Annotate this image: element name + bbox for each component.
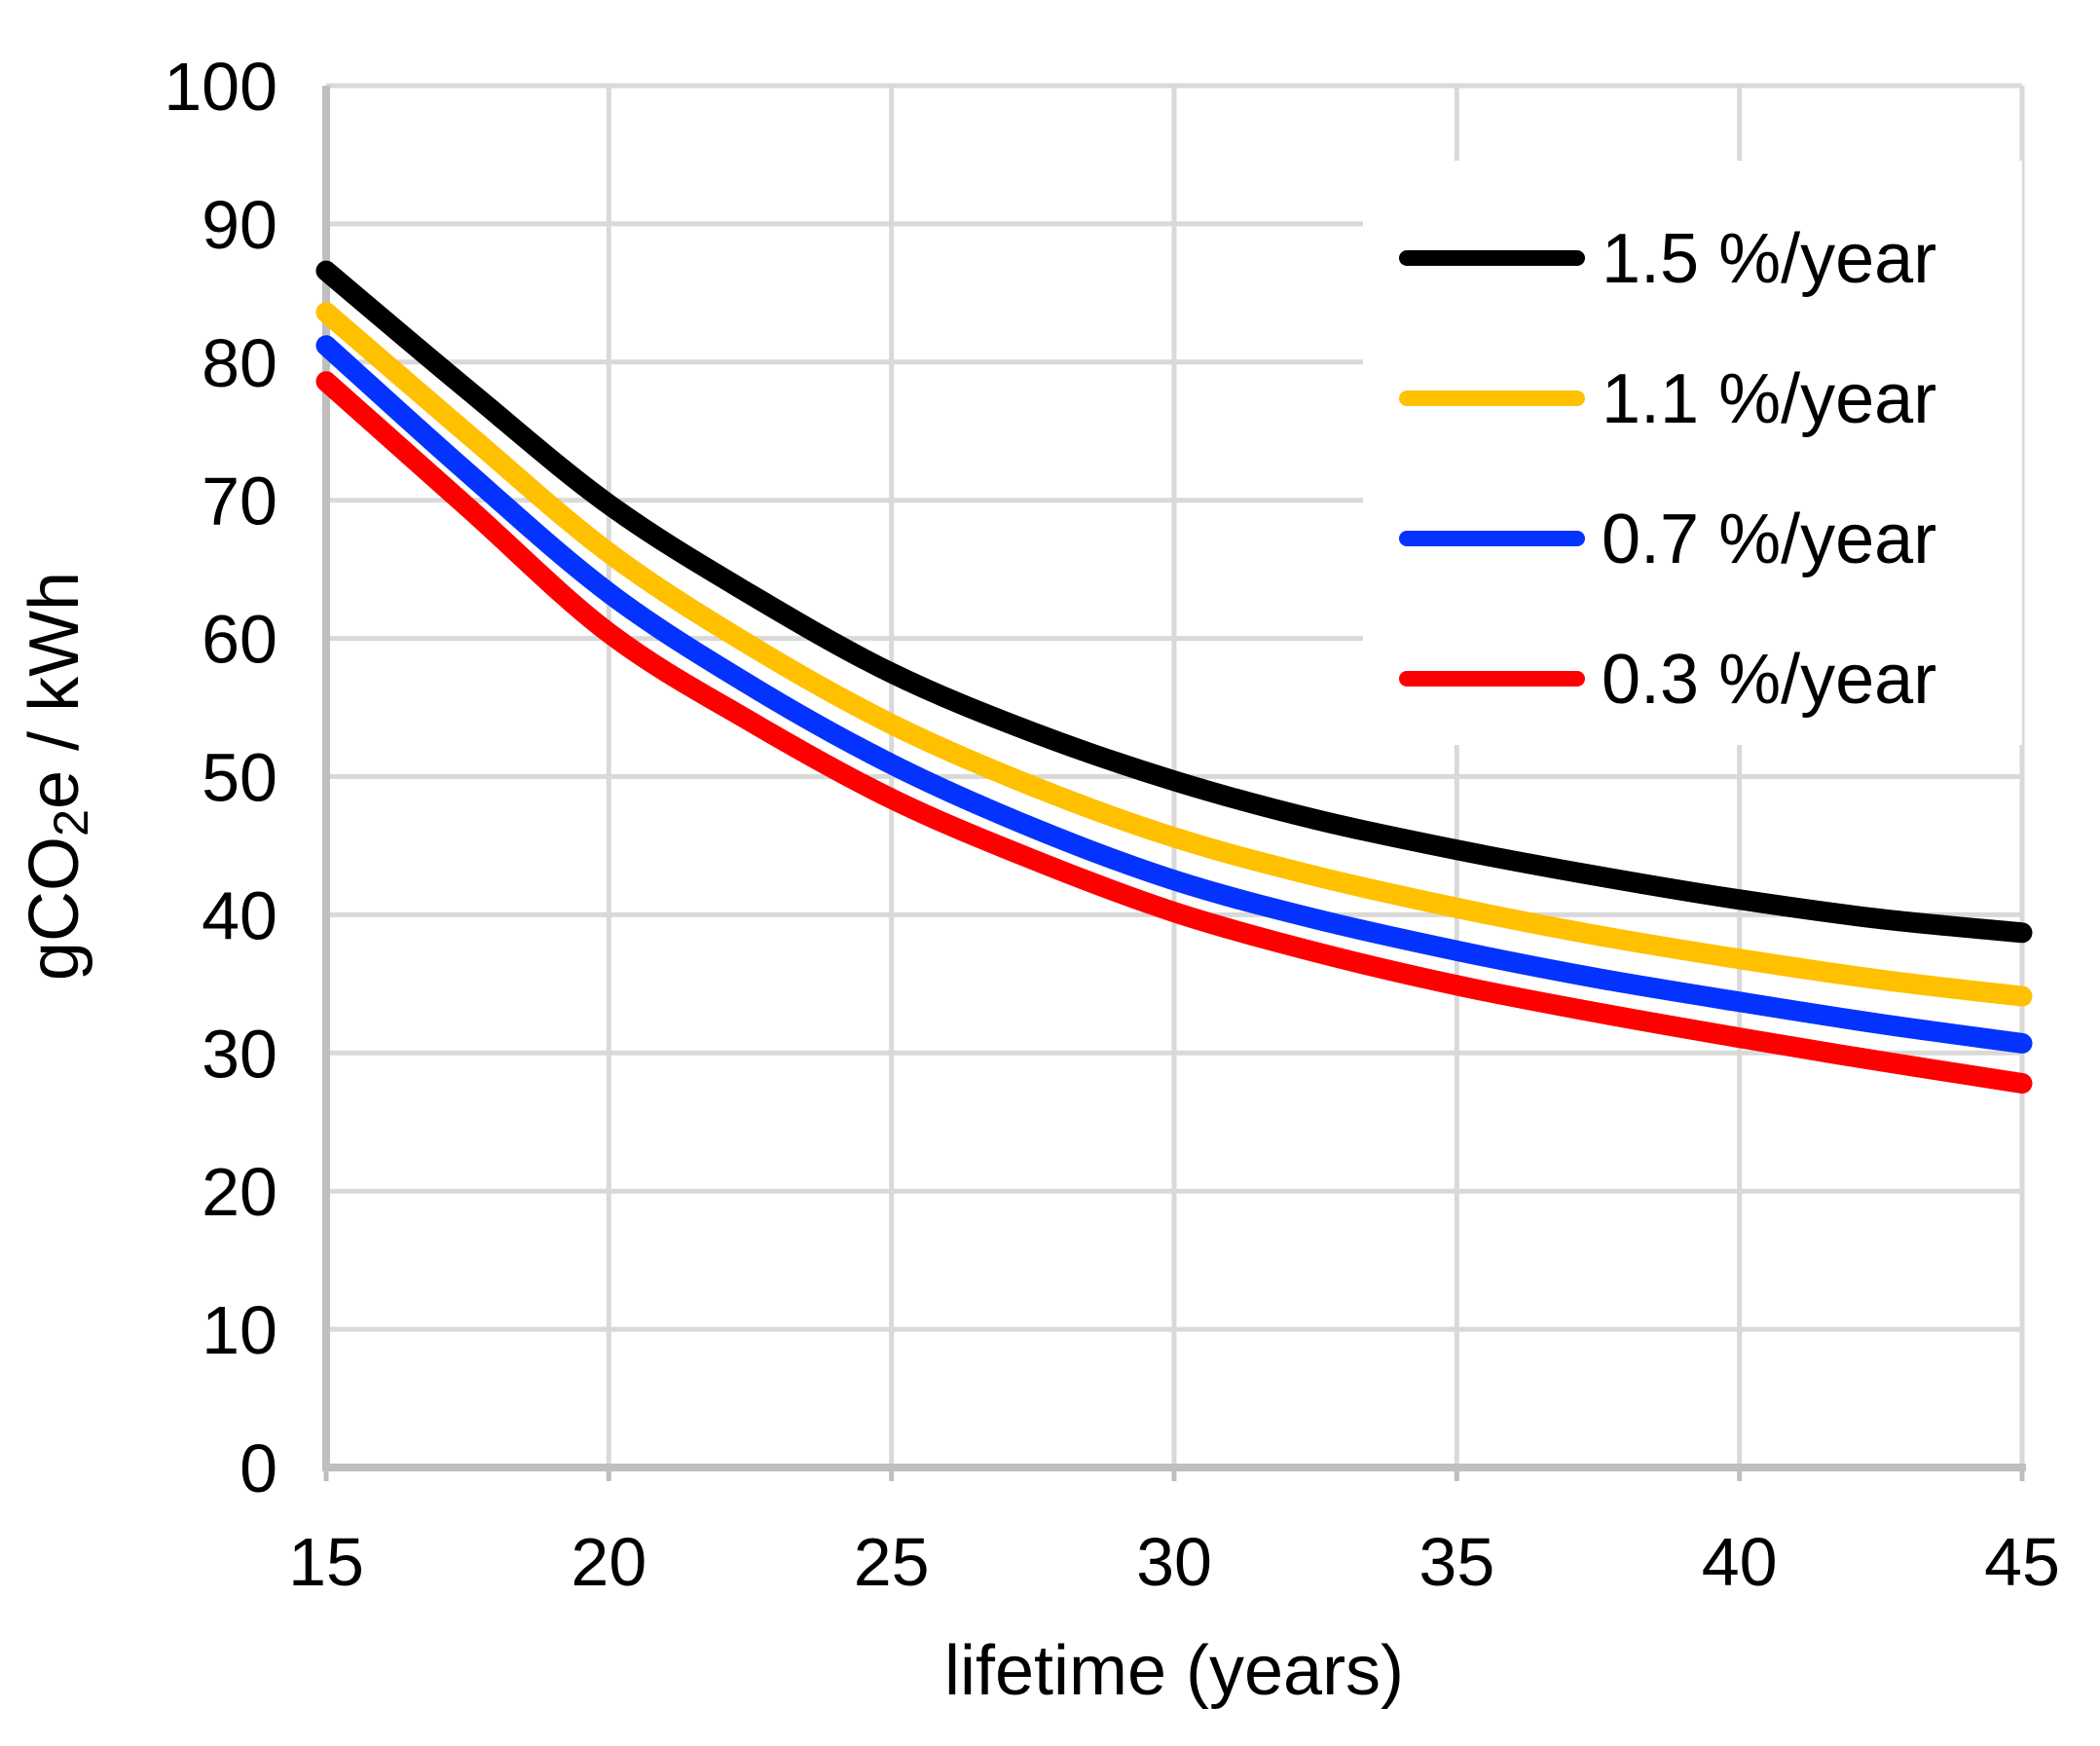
y-tick-label-90: 90	[202, 187, 277, 263]
y-tick-label-40: 40	[202, 877, 277, 953]
legend-label-3: 0.3 %/year	[1602, 641, 1936, 719]
y-axis-title-suffix: e / kWh	[16, 572, 93, 809]
x-tick-label-35: 35	[1418, 1524, 1494, 1600]
y-axis-title: gCO2e / kWh	[16, 572, 98, 981]
series-lines	[315, 260, 2033, 1094]
legend-label-0: 1.5 %/year	[1602, 220, 1936, 298]
x-tick-label-25: 25	[854, 1524, 930, 1600]
legend-entry-2: 0.7 %/year	[1399, 501, 1936, 578]
legend-entry-0: 1.5 %/year	[1399, 220, 1936, 298]
legend: 1.5 %/year 1.1 %/year 0.7 %/year 0.3 %/year	[1363, 161, 2022, 745]
x-tick-label-20: 20	[571, 1524, 646, 1600]
legend-entry-1: 1.1 %/year	[1399, 360, 1936, 438]
series-line-3-0.3	[315, 371, 2033, 1094]
y-tick-label-80: 80	[202, 325, 277, 401]
y-tick-label-100: 100	[164, 49, 277, 125]
y-tick-label-10: 10	[202, 1292, 277, 1368]
y-tick-label-20: 20	[202, 1154, 277, 1230]
series-line-0-1.5	[315, 260, 2033, 944]
legend-label-2: 0.7 %/year	[1602, 501, 1936, 578]
y-tick-label-0: 0	[239, 1430, 277, 1506]
x-axis-title: lifetime (years)	[944, 1632, 1404, 1710]
series-line-1-1.1	[315, 302, 2033, 1007]
legend-label-1: 1.1 %/year	[1602, 360, 1936, 438]
y-tick-label-60: 60	[202, 602, 277, 678]
y-axis-title-prefix: gCO	[16, 836, 93, 981]
x-tick-label-40: 40	[1702, 1524, 1778, 1600]
y-tick-label-50: 50	[202, 740, 277, 816]
y-tick-label-70: 70	[202, 464, 277, 539]
series-line-2-0.7	[315, 335, 2033, 1054]
x-tick-label-45: 45	[1984, 1524, 2060, 1600]
x-tick-label-15: 15	[288, 1524, 364, 1600]
x-tick-label-30: 30	[1136, 1524, 1212, 1600]
y-axis-title-subscript: 2	[43, 809, 98, 836]
y-tick-label-30: 30	[202, 1016, 277, 1092]
legend-entry-3: 0.3 %/year	[1399, 641, 1936, 719]
tick-labels: 0 10 20 30 40 50 60 70 80 90 100 15 20 25 30 35 40 45	[164, 49, 2060, 1600]
